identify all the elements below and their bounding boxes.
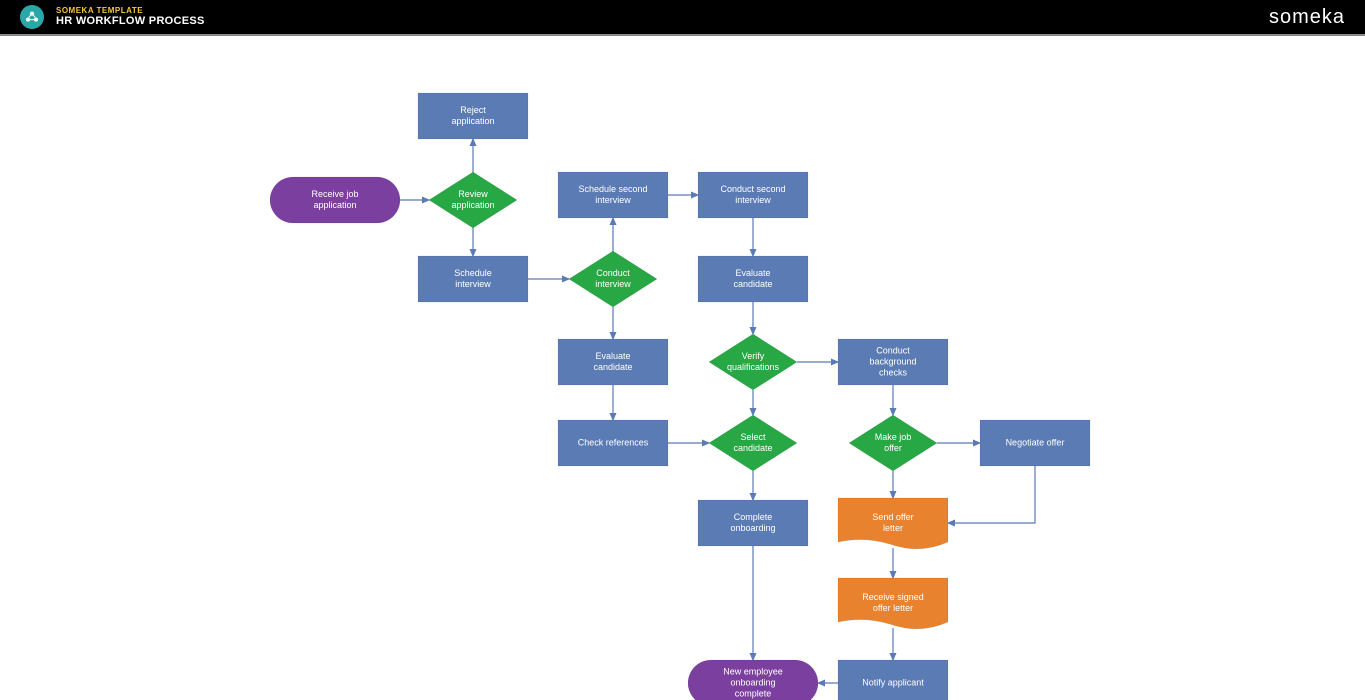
node-negotiate: Negotiate offer [980, 420, 1090, 466]
node-checkref: Check references [558, 420, 668, 466]
node-label: Reject [460, 105, 486, 115]
node-schedule1: Scheduleinterview [418, 256, 528, 302]
node-verify: Verifyqualifications [709, 334, 797, 390]
node-label: interview [595, 279, 631, 289]
header-bar: SOMEKA TEMPLATE HR WORKFLOW PROCESS some… [0, 0, 1365, 36]
edge-negotiate-sendoffer [948, 466, 1035, 523]
node-label: Select [740, 432, 766, 442]
node-label: Negotiate offer [1006, 437, 1065, 447]
node-label: application [313, 200, 356, 210]
node-label: Notify applicant [862, 677, 924, 687]
node-label: Complete [734, 512, 773, 522]
node-label: Conduct [596, 268, 630, 278]
page-title: HR WORKFLOW PROCESS [56, 15, 205, 27]
node-conduct2: Conduct secondinterview [698, 172, 808, 218]
node-complete: New employeeonboardingcomplete [688, 660, 818, 700]
node-label: Schedule second [578, 184, 647, 194]
node-label: Check references [578, 437, 649, 447]
node-select: Selectcandidate [709, 415, 797, 471]
node-conduct1: Conductinterview [569, 251, 657, 307]
node-label: Evaluate [735, 268, 770, 278]
flowchart-canvas: Receive jobapplicationRejectapplicationR… [0, 36, 1365, 700]
node-label: complete [735, 688, 772, 698]
node-review: Reviewapplication [429, 172, 517, 228]
node-makeoffer: Make joboffer [849, 415, 937, 471]
node-label: Receive job [311, 189, 358, 199]
brand-logo: someka [1269, 6, 1345, 29]
node-reject: Rejectapplication [418, 93, 528, 139]
node-label: candidate [733, 443, 772, 453]
node-label: Make job [875, 432, 912, 442]
flowchart-svg: Receive jobapplicationRejectapplicationR… [0, 36, 1365, 700]
node-label: offer [884, 443, 902, 453]
node-label: Conduct second [720, 184, 785, 194]
node-label: onboarding [730, 523, 775, 533]
node-onboard: Completeonboarding [698, 500, 808, 546]
node-receive: Receive jobapplication [270, 177, 400, 223]
node-label: application [451, 200, 494, 210]
node-eval1: Evaluatecandidate [558, 339, 668, 385]
template-label: SOMEKA TEMPLATE [56, 7, 205, 16]
node-label: qualifications [727, 362, 780, 372]
node-notify: Notify applicant [838, 660, 948, 700]
node-sendoffer: Send offerletter [838, 498, 948, 549]
node-label: Receive signed [862, 592, 924, 602]
node-label: Conduct [876, 345, 910, 355]
node-recvoffer: Receive signedoffer letter [838, 578, 948, 629]
node-label: Schedule [454, 268, 492, 278]
node-label: checks [879, 367, 908, 377]
node-label: Verify [742, 351, 765, 361]
node-label: candidate [733, 279, 772, 289]
node-label: background [869, 356, 916, 366]
node-schedule2: Schedule secondinterview [558, 172, 668, 218]
brand-icon [20, 5, 44, 29]
node-label: interview [455, 279, 491, 289]
node-label: offer letter [873, 603, 913, 613]
node-label: letter [883, 523, 903, 533]
node-label: interview [735, 195, 771, 205]
node-label: Evaluate [595, 351, 630, 361]
node-eval2: Evaluatecandidate [698, 256, 808, 302]
node-label: Review [458, 189, 488, 199]
node-label: application [451, 116, 494, 126]
node-label: Send offer [872, 512, 913, 522]
node-label: New employee [723, 666, 783, 676]
node-label: candidate [593, 362, 632, 372]
node-label: onboarding [730, 677, 775, 687]
node-bgcheck: Conductbackgroundchecks [838, 339, 948, 385]
node-label: interview [595, 195, 631, 205]
